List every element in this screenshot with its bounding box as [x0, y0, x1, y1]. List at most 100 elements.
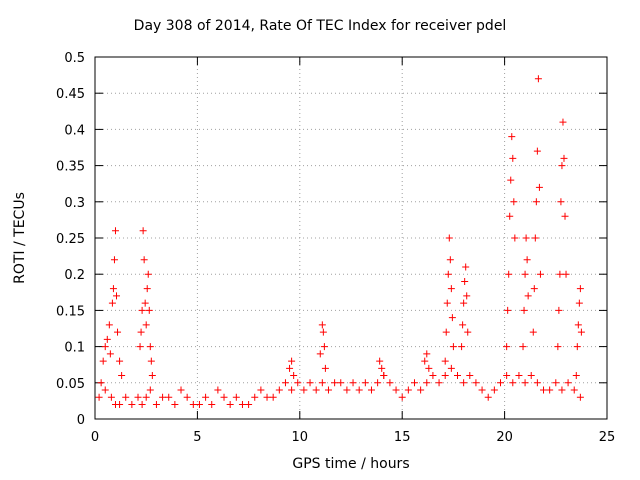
data-point: [449, 343, 457, 351]
data-point: [521, 270, 529, 278]
data-point: [134, 393, 142, 401]
data-point: [367, 386, 375, 394]
y-tick-label: 0.05: [56, 377, 85, 392]
data-point: [555, 306, 563, 314]
data-point: [288, 386, 296, 394]
data-point: [386, 379, 394, 387]
data-point: [319, 328, 327, 336]
data-point: [109, 285, 117, 293]
data-point: [142, 321, 150, 329]
data-point: [214, 386, 222, 394]
data-point: [410, 379, 418, 387]
data-point: [535, 183, 543, 191]
data-point: [113, 292, 121, 300]
data-point: [275, 386, 283, 394]
data-point: [460, 379, 468, 387]
data-point: [484, 393, 492, 401]
data-point: [321, 364, 329, 372]
data-point: [575, 299, 583, 307]
data-point: [559, 118, 567, 126]
data-point: [404, 386, 412, 394]
data-point: [572, 372, 580, 380]
y-tick-label: 0: [77, 413, 85, 428]
x-tick-label: 0: [91, 430, 99, 445]
data-point: [532, 198, 540, 206]
data-point: [497, 379, 505, 387]
y-tick-label: 0.5: [64, 51, 85, 66]
data-point: [128, 401, 136, 409]
data-point: [122, 393, 130, 401]
data-point: [245, 401, 253, 409]
data-point: [503, 343, 511, 351]
data-point: [349, 379, 357, 387]
data-point: [202, 393, 210, 401]
data-point: [561, 212, 569, 220]
data-point: [312, 386, 320, 394]
data-point: [374, 379, 382, 387]
data-point: [251, 393, 259, 401]
data-point: [269, 393, 277, 401]
data-point: [527, 372, 535, 380]
data-point: [306, 379, 314, 387]
data-point: [503, 372, 511, 380]
data-point: [103, 335, 111, 343]
data-point: [290, 372, 298, 380]
data-point: [355, 386, 363, 394]
data-point: [435, 379, 443, 387]
data-point: [531, 234, 539, 242]
data-point: [534, 75, 542, 83]
data-point: [208, 401, 216, 409]
data-point: [152, 401, 160, 409]
data-point: [392, 386, 400, 394]
data-point: [95, 393, 103, 401]
data-point: [472, 379, 480, 387]
x-tick-label: 15: [394, 430, 411, 445]
data-point: [165, 393, 173, 401]
data-point: [504, 306, 512, 314]
data-point: [288, 357, 296, 365]
data-point: [577, 328, 585, 336]
data-point: [521, 379, 529, 387]
data-point: [343, 386, 351, 394]
data-point: [111, 227, 119, 235]
x-tick-label: 25: [599, 430, 616, 445]
data-point: [114, 328, 122, 336]
data-point: [183, 393, 191, 401]
data-point: [257, 386, 265, 394]
data-point: [429, 372, 437, 380]
data-point: [423, 379, 431, 387]
data-point: [446, 256, 454, 264]
data-point: [490, 386, 498, 394]
data-point: [316, 350, 324, 358]
data-point: [361, 379, 369, 387]
grid-lines: [95, 57, 607, 419]
data-point: [463, 292, 471, 300]
data-point: [536, 270, 544, 278]
data-point: [441, 357, 449, 365]
data-point: [558, 386, 566, 394]
data-point: [478, 386, 486, 394]
data-point: [523, 256, 531, 264]
data-point: [464, 328, 472, 336]
data-point: [570, 386, 578, 394]
data-point: [453, 372, 461, 380]
data-point: [101, 386, 109, 394]
data-point: [509, 154, 517, 162]
y-tick-label: 0.4: [64, 123, 85, 138]
data-point: [506, 212, 514, 220]
data-points: [95, 75, 585, 409]
data-point: [524, 292, 532, 300]
data-point: [509, 379, 517, 387]
data-point: [376, 357, 384, 365]
data-point: [398, 393, 406, 401]
data-point: [458, 343, 466, 351]
data-point: [533, 147, 541, 155]
y-tick-label: 0.15: [56, 304, 85, 319]
data-point: [145, 306, 153, 314]
data-point: [520, 306, 528, 314]
data-point: [143, 285, 151, 293]
data-point: [441, 372, 449, 380]
data-point: [447, 364, 455, 372]
data-point: [522, 234, 530, 242]
